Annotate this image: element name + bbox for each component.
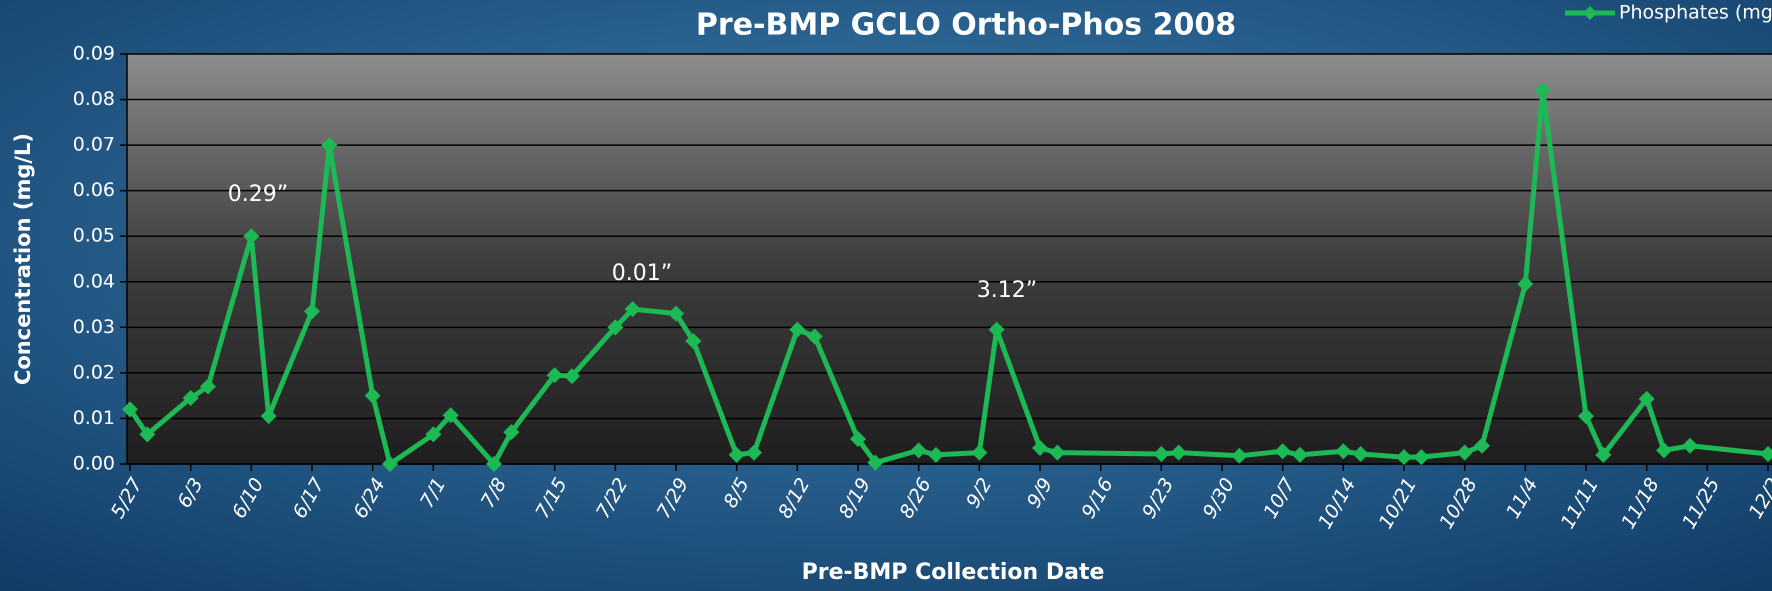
legend-label: Phosphates (mg PO4/L) <box>1619 2 1772 24</box>
data-point <box>624 301 641 318</box>
data-point <box>910 442 927 459</box>
data-point <box>243 228 260 245</box>
y-tick-label: 0.01 <box>73 407 115 429</box>
data-point <box>1474 437 1490 454</box>
data-point <box>789 321 806 338</box>
data-point <box>200 378 216 395</box>
chart-title: Pre-BMP GCLO Ortho-Phos 2008 <box>696 8 1236 43</box>
data-point <box>1760 445 1772 462</box>
y-tick-label: 0.05 <box>73 225 115 247</box>
data-point <box>1231 447 1248 464</box>
data-point <box>1595 446 1612 463</box>
data-point <box>867 454 884 471</box>
data-point <box>139 426 156 443</box>
data-point <box>382 456 398 472</box>
data-point <box>564 368 580 385</box>
data-point <box>746 444 762 461</box>
annotation: 0.01” <box>612 261 672 286</box>
data-point <box>668 305 684 322</box>
data-point <box>122 401 138 418</box>
data-point <box>1578 408 1594 425</box>
data-point <box>1170 444 1187 461</box>
y-tick-label: 0.07 <box>73 134 115 156</box>
data-point <box>928 446 944 463</box>
data-point <box>1638 390 1655 407</box>
data-point <box>1682 437 1698 454</box>
data-point <box>1352 445 1369 462</box>
data-point <box>607 319 624 336</box>
y-tick-label: 0.04 <box>73 270 115 292</box>
data-point <box>1335 443 1352 460</box>
data-point <box>1534 82 1551 99</box>
data-point <box>850 430 866 447</box>
data-point <box>321 137 338 154</box>
data-point <box>806 328 823 345</box>
data-point <box>1656 442 1672 459</box>
data-point <box>364 387 381 404</box>
data-point <box>1153 445 1170 462</box>
y-tick-label: 0.08 <box>73 88 115 110</box>
data-point <box>1456 444 1473 461</box>
data-point <box>425 426 442 443</box>
data-point <box>1274 443 1291 460</box>
data-point <box>182 389 199 406</box>
y-tick-label: 0.00 <box>73 453 115 475</box>
data-point <box>1413 449 1430 466</box>
data-point <box>1049 444 1066 461</box>
data-point <box>685 333 702 349</box>
legend-marker <box>1583 6 1597 20</box>
data-point <box>728 446 745 463</box>
data-point <box>1517 276 1534 293</box>
data-point <box>486 456 502 472</box>
y-tick-label: 0.06 <box>73 179 115 201</box>
data-point <box>503 424 520 441</box>
data-point <box>442 407 459 424</box>
annotation: 0.29” <box>228 182 288 207</box>
data-point <box>260 408 277 425</box>
annotation: 3.12” <box>977 278 1037 303</box>
data-point <box>988 321 1005 338</box>
data-point <box>546 367 563 384</box>
y-tick-label: 0.09 <box>73 43 115 65</box>
data-point <box>304 303 320 320</box>
data-point <box>1396 449 1412 466</box>
data-point <box>1032 440 1048 457</box>
x-axis-label: Pre-BMP Collection Date <box>802 560 1105 585</box>
y-tick-label: 0.02 <box>73 361 115 383</box>
data-point <box>971 444 988 461</box>
y-tick-label: 0.03 <box>73 316 115 338</box>
data-point <box>1292 446 1308 463</box>
y-axis-label: Concentration (mg/L) <box>11 133 35 385</box>
